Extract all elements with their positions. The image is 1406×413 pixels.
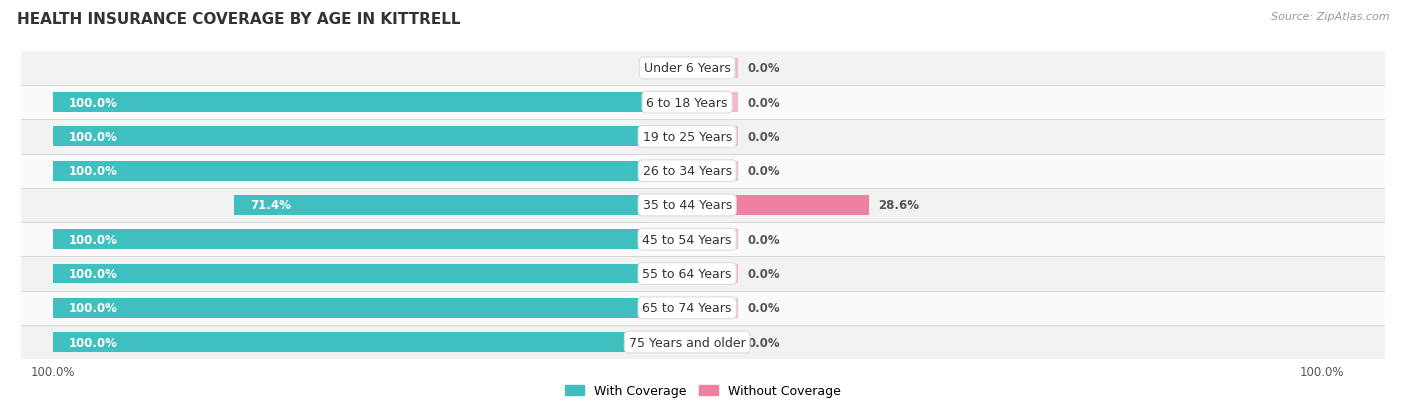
- Bar: [688, 264, 738, 284]
- Bar: [688, 195, 869, 216]
- Text: 0.0%: 0.0%: [748, 336, 780, 349]
- Bar: [688, 93, 738, 113]
- Text: 26 to 34 Years: 26 to 34 Years: [643, 165, 731, 178]
- Text: 75 Years and older: 75 Years and older: [628, 336, 745, 349]
- Text: 0.0%: 0.0%: [648, 62, 681, 75]
- Bar: [21, 188, 1385, 223]
- Bar: [53, 298, 688, 318]
- Bar: [53, 93, 688, 113]
- Text: 0.0%: 0.0%: [748, 62, 780, 75]
- Text: 0.0%: 0.0%: [748, 96, 780, 109]
- Text: 100.0%: 100.0%: [69, 267, 118, 280]
- Text: 0.0%: 0.0%: [748, 233, 780, 246]
- Bar: [53, 127, 688, 147]
- Text: HEALTH INSURANCE COVERAGE BY AGE IN KITTRELL: HEALTH INSURANCE COVERAGE BY AGE IN KITT…: [17, 12, 460, 27]
- Text: 100.0%: 100.0%: [69, 336, 118, 349]
- Bar: [688, 298, 738, 318]
- Bar: [21, 120, 1385, 154]
- Bar: [21, 291, 1385, 325]
- Text: 0.0%: 0.0%: [748, 301, 780, 315]
- Text: 100.0%: 100.0%: [69, 131, 118, 144]
- Bar: [53, 264, 688, 284]
- Text: 71.4%: 71.4%: [250, 199, 291, 212]
- Bar: [53, 230, 688, 249]
- Bar: [21, 257, 1385, 291]
- Bar: [688, 59, 738, 78]
- Text: 28.6%: 28.6%: [879, 199, 920, 212]
- Text: 0.0%: 0.0%: [748, 131, 780, 144]
- Bar: [21, 52, 1385, 86]
- Text: 35 to 44 Years: 35 to 44 Years: [643, 199, 731, 212]
- Legend: With Coverage, Without Coverage: With Coverage, Without Coverage: [561, 380, 845, 402]
- Text: 65 to 74 Years: 65 to 74 Years: [643, 301, 733, 315]
- Bar: [21, 154, 1385, 188]
- Bar: [21, 223, 1385, 257]
- Text: 45 to 54 Years: 45 to 54 Years: [643, 233, 733, 246]
- Text: 100.0%: 100.0%: [69, 165, 118, 178]
- Bar: [21, 325, 1385, 359]
- Text: 19 to 25 Years: 19 to 25 Years: [643, 131, 731, 144]
- Text: Source: ZipAtlas.com: Source: ZipAtlas.com: [1271, 12, 1389, 22]
- Bar: [688, 161, 738, 181]
- Text: 0.0%: 0.0%: [748, 165, 780, 178]
- Bar: [53, 161, 688, 181]
- Text: 100.0%: 100.0%: [69, 233, 118, 246]
- Bar: [21, 86, 1385, 120]
- Bar: [235, 195, 688, 216]
- Text: 55 to 64 Years: 55 to 64 Years: [643, 267, 733, 280]
- Text: 0.0%: 0.0%: [748, 267, 780, 280]
- Bar: [688, 127, 738, 147]
- Bar: [688, 230, 738, 249]
- Bar: [53, 332, 688, 352]
- Text: Under 6 Years: Under 6 Years: [644, 62, 731, 75]
- Bar: [688, 332, 738, 352]
- Text: 100.0%: 100.0%: [69, 96, 118, 109]
- Text: 100.0%: 100.0%: [69, 301, 118, 315]
- Text: 6 to 18 Years: 6 to 18 Years: [647, 96, 728, 109]
